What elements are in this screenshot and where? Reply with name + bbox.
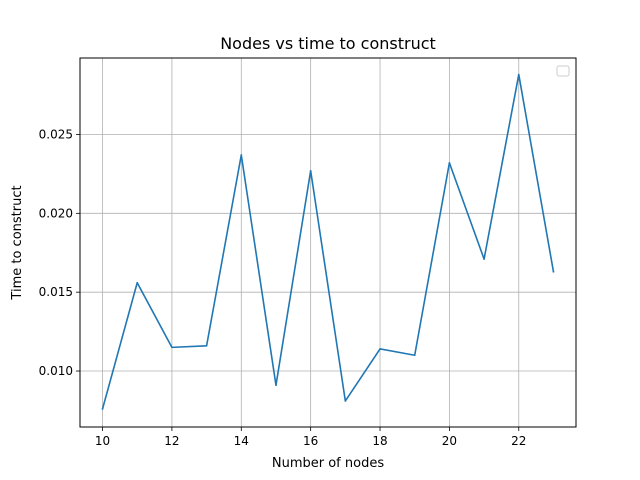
- x-tick-label: 10: [95, 434, 110, 448]
- x-tick-label: 14: [234, 434, 249, 448]
- y-tick-label: 0.010: [39, 364, 73, 378]
- data-point: [136, 281, 139, 284]
- chart-title: Nodes vs time to construct: [220, 34, 436, 53]
- data-point: [517, 73, 520, 76]
- data-point: [101, 408, 104, 410]
- x-axis-label: Number of nodes: [272, 456, 384, 471]
- data-point: [413, 354, 416, 357]
- plot-area-frame: [79, 57, 577, 428]
- data-point: [309, 169, 312, 172]
- data-point: [205, 344, 208, 347]
- y-tick-label: 0.015: [39, 285, 73, 299]
- y-axis-ticks: 0.010 0.015 0.020 0.025: [39, 127, 80, 378]
- x-tick-label: 12: [164, 434, 179, 448]
- y-axis-label: Time to construct: [10, 185, 25, 300]
- series-layer: [101, 73, 555, 410]
- series-line: [101, 73, 555, 410]
- x-tick-label: 16: [303, 434, 318, 448]
- y-tick-label: 0.020: [39, 206, 73, 220]
- data-point: [379, 348, 381, 350]
- data-point: [552, 270, 555, 273]
- data-point: [344, 400, 347, 402]
- x-tick-label: 22: [511, 434, 526, 448]
- data-point: [448, 162, 451, 164]
- data-point: [275, 384, 277, 387]
- data-point: [483, 258, 485, 260]
- data-point: [240, 154, 243, 156]
- x-tick-label: 18: [372, 434, 387, 448]
- x-axis-ticks: 10 12 14 16 18 20 22: [95, 427, 526, 448]
- data-point: [171, 346, 173, 349]
- y-tick-label: 0.025: [39, 127, 73, 141]
- legend-box[interactable]: [556, 65, 570, 77]
- x-tick-label: 20: [442, 434, 457, 448]
